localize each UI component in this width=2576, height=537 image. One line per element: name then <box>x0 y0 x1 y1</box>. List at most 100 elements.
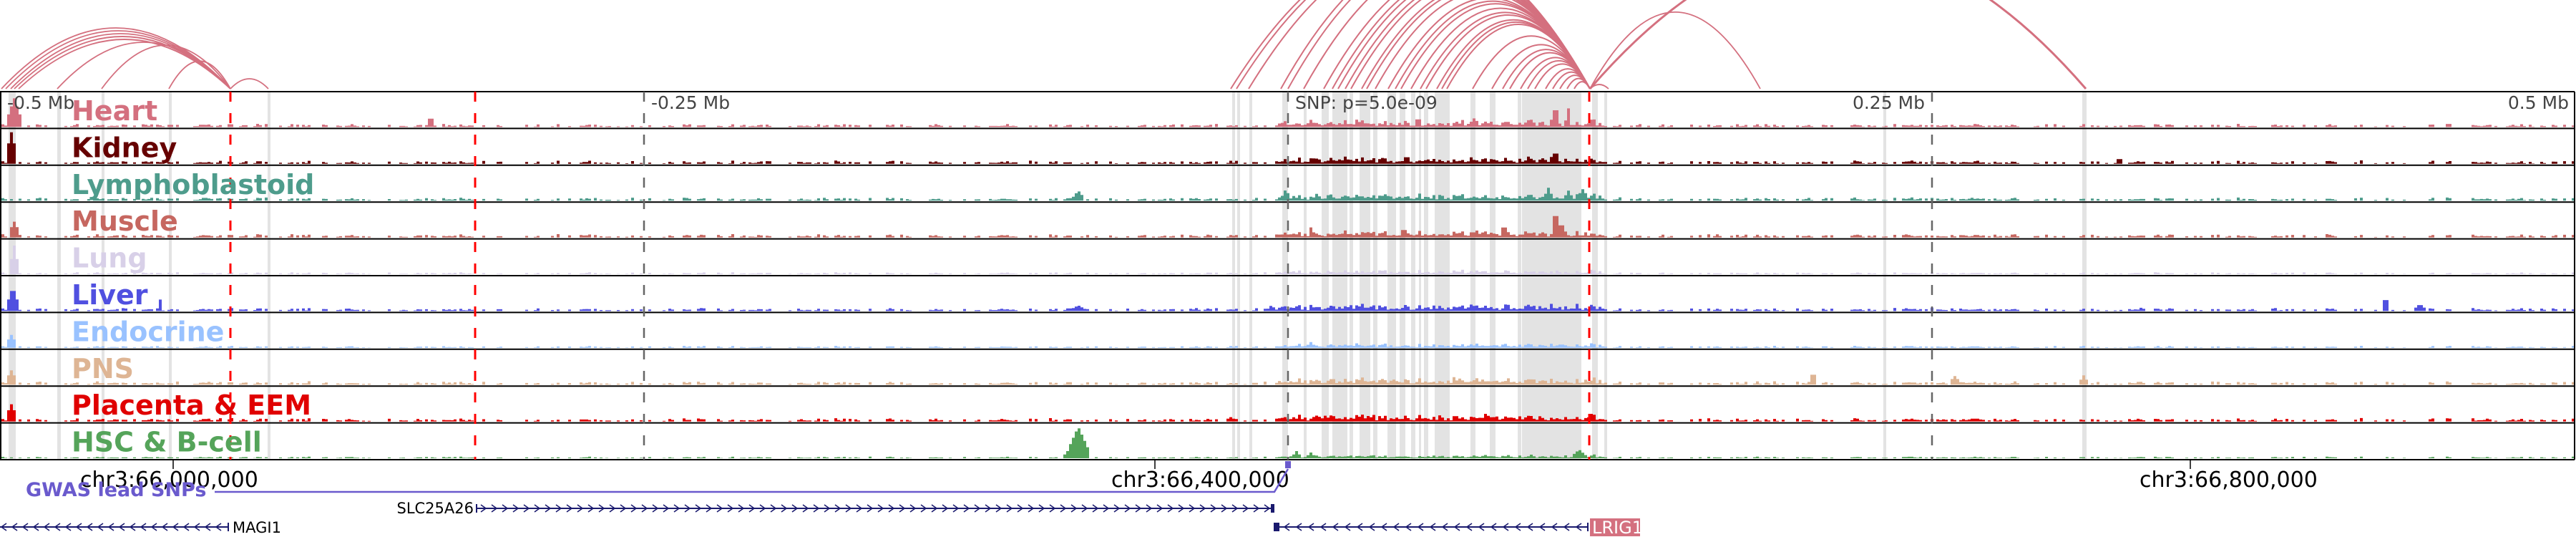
strand-arrow <box>1295 523 1302 531</box>
strand-arrow <box>748 504 756 513</box>
strand-arrow <box>502 504 509 513</box>
offset-tick-label: -0.5 Mb <box>7 92 74 113</box>
strand-arrow <box>182 523 190 531</box>
interaction-arc <box>1589 11 1761 90</box>
strand-arrow <box>1380 523 1387 531</box>
signal-endocrine <box>1 334 2575 348</box>
strand-arrow <box>867 504 874 513</box>
strand-arrow <box>824 504 831 513</box>
interaction-arc <box>1589 84 1609 90</box>
strand-arrow <box>716 504 723 513</box>
interaction-arc <box>1574 81 1591 90</box>
strand-arrow <box>1178 504 1185 513</box>
strand-arrow <box>920 504 927 513</box>
strand-arrow <box>1526 523 1533 531</box>
interaction-arc <box>230 78 269 90</box>
snp-label: SNP: p=5.0e-09 <box>1295 92 1438 113</box>
strand-arrow <box>738 504 745 513</box>
interaction-arc <box>168 60 231 90</box>
strand-arrow <box>1478 523 1485 531</box>
gene-label-highlight <box>1590 518 1640 536</box>
strand-arrow <box>1264 504 1271 513</box>
strand-arrow <box>995 504 1002 513</box>
strand-arrow <box>909 504 917 513</box>
strand-arrow <box>663 504 670 513</box>
strand-arrow <box>856 504 863 513</box>
signal-heart <box>1 98 2575 127</box>
strand-arrow <box>813 504 820 513</box>
signal-pns <box>1 370 2575 385</box>
strand-arrow <box>1092 504 1099 513</box>
strand-arrow <box>931 504 938 513</box>
signal-placenta-eem <box>1 404 2575 422</box>
strand-arrow <box>1368 523 1375 531</box>
strand-arrow <box>1167 504 1174 513</box>
interaction-arc <box>18 39 231 90</box>
signal-liver <box>1 291 2575 311</box>
strand-arrow <box>834 504 841 513</box>
strand-arrow <box>1344 523 1351 531</box>
track-label: Endocrine <box>72 316 224 347</box>
strand-arrow <box>480 504 487 513</box>
strand-arrow <box>1453 523 1460 531</box>
strand-arrow <box>140 523 147 531</box>
strand-arrow <box>566 504 573 513</box>
interaction-arc <box>1589 0 2087 90</box>
strand-arrow <box>888 504 895 513</box>
gwas-track-label: GWAS lead SNPs <box>26 479 206 501</box>
strand-arrows-reverse <box>1283 523 1582 531</box>
strand-arrow <box>172 523 179 531</box>
strand-arrow <box>684 504 691 513</box>
strand-arrow <box>64 523 72 531</box>
strand-arrow <box>620 504 627 513</box>
strand-arrow <box>845 504 852 513</box>
track-label: Lymphoblastoid <box>72 169 314 200</box>
strand-arrow <box>21 523 29 531</box>
strand-arrow <box>706 504 713 513</box>
strand-arrow <box>1514 523 1521 531</box>
strand-arrow <box>1575 523 1582 531</box>
strand-arrow <box>577 504 584 513</box>
strand-arrow <box>1146 504 1153 513</box>
strand-arrow <box>1028 504 1035 513</box>
gene-lrig1[interactable]: LRIG1 <box>1274 518 1643 537</box>
strand-arrow <box>161 523 168 531</box>
strand-arrow <box>129 523 136 531</box>
strand-arrow <box>534 504 541 513</box>
strand-arrow <box>1441 523 1448 531</box>
gene-slc25a26[interactable]: SLC25A26 <box>396 500 1274 517</box>
track-label: Placenta & EEM <box>72 390 311 421</box>
strand-arrow <box>985 504 992 513</box>
interaction-arc <box>57 42 231 90</box>
strand-arrow <box>11 523 18 531</box>
strand-arrow <box>204 523 211 531</box>
track-label: Liver <box>72 279 148 311</box>
gene-label: LRIG1 <box>1592 518 1643 537</box>
gene-magi1[interactable]: MAGI1 <box>0 519 281 536</box>
track-label: PNS <box>72 353 134 384</box>
gwas-snp-marker[interactable] <box>1285 461 1291 468</box>
track-frames <box>0 91 2575 460</box>
offset-tick-label: 0.5 Mb <box>2508 92 2569 113</box>
strand-arrow <box>0 523 7 531</box>
track-label: Lung <box>72 243 147 274</box>
strand-arrow <box>587 504 595 513</box>
offset-tick-label: 0.25 Mb <box>1853 92 1925 113</box>
coordinate-label: chr3:66,800,000 <box>2140 468 2318 493</box>
strand-arrow <box>1060 504 1067 513</box>
interaction-arcs <box>1 0 2087 90</box>
strand-arrow <box>512 504 519 513</box>
strand-arrow <box>97 523 104 531</box>
strand-arrow <box>952 504 960 513</box>
strand-arrow <box>1538 523 1546 531</box>
strand-arrow <box>1332 523 1339 531</box>
gene-track: SLC25A26 MAGI1 LRIG1 <box>0 500 1643 537</box>
gene-label: SLC25A26 <box>396 500 474 517</box>
strand-arrow <box>1006 504 1013 513</box>
strand-arrow <box>695 504 702 513</box>
marker-lines <box>229 92 1933 460</box>
strand-arrow <box>1231 504 1239 513</box>
track-label: Kidney <box>72 132 177 163</box>
strand-arrow <box>1283 523 1290 531</box>
